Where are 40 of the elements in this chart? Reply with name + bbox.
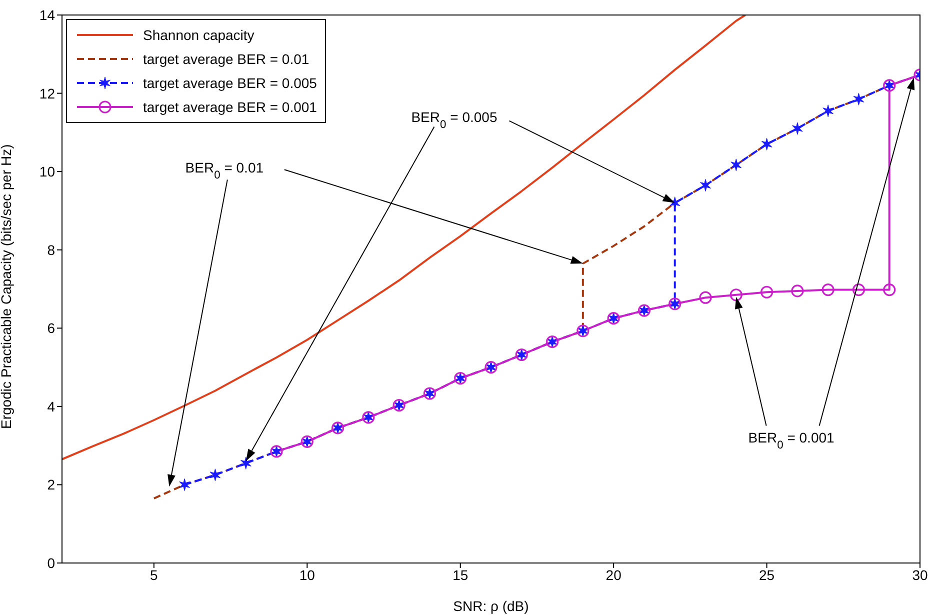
legend-label: target average BER = 0.001 <box>143 99 317 115</box>
point <box>791 284 804 298</box>
y-tick-label: 4 <box>47 398 56 414</box>
x-tick-label: 20 <box>606 566 622 583</box>
point <box>730 158 742 172</box>
x-tick-label: 5 <box>150 566 158 583</box>
point <box>700 179 711 192</box>
x-axis-title: SNR: ρ (dB) <box>453 598 529 614</box>
y-tick-label: 8 <box>47 242 56 258</box>
point <box>179 478 190 491</box>
y-axis-title: Ergodic Practicable Capacity (bits/sec per Hz) <box>0 144 14 429</box>
point <box>822 283 834 296</box>
point <box>210 468 221 482</box>
point <box>852 283 866 296</box>
x-tick-label: 15 <box>452 566 468 583</box>
point <box>699 291 712 304</box>
annotation: BER$_{0}$ = 0.001 <box>748 430 835 452</box>
annotation: BER$_{0}$ = 0.01 <box>185 160 264 182</box>
legend-label: target average BER = 0.01 <box>143 51 310 67</box>
x-tick-label: 10 <box>299 566 316 583</box>
y-tick-label: 6 <box>47 320 56 336</box>
point <box>822 104 834 118</box>
point <box>883 283 896 296</box>
point <box>853 92 864 106</box>
annotation: BER$_{0}$ = 0.005 <box>411 108 498 131</box>
point <box>792 122 803 135</box>
point <box>730 288 742 302</box>
legend-label: target average BER = 0.005 <box>143 75 317 91</box>
y-tick-label: 0 <box>47 554 56 571</box>
legend-label: Shannon capacity <box>143 27 254 43</box>
y-tick-label: 2 <box>47 476 56 493</box>
line-series <box>62 15 746 460</box>
y-tick-label: 14 <box>39 6 56 23</box>
x-tick-label: 25 <box>758 566 775 583</box>
point <box>760 286 774 298</box>
y-tick-label: 10 <box>39 164 56 180</box>
point <box>761 138 772 150</box>
point <box>240 456 252 470</box>
x-tick-label: 30 <box>912 566 928 583</box>
y-tick-label: 12 <box>39 85 56 102</box>
